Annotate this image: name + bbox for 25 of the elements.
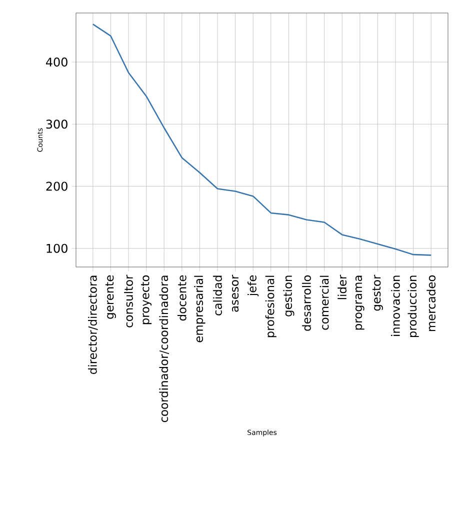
x-tick-label: programa bbox=[355, 276, 364, 330]
x-tick-label: consultor bbox=[124, 274, 133, 328]
x-tick-label: gerente bbox=[105, 275, 116, 319]
x-tick-label: comercial bbox=[320, 276, 329, 330]
x-tick-label: asesor bbox=[232, 274, 239, 312]
x-tick-label: coordinador/coordinadora bbox=[159, 276, 169, 422]
x-tick-label: director/directora bbox=[88, 276, 98, 374]
x-tick-label: empresarial bbox=[194, 276, 206, 342]
y-tick-label: 100 bbox=[46, 244, 68, 253]
x-tick-label: produccion bbox=[408, 276, 419, 338]
x-tick-label: docente bbox=[177, 275, 186, 321]
x-tick-label: desarrollo bbox=[302, 275, 311, 331]
y-tick-label: 400 bbox=[46, 58, 68, 67]
y-tick-label: 300 bbox=[46, 120, 68, 129]
x-tick-label: proyecto bbox=[141, 275, 152, 324]
x-tick-label: gestor bbox=[372, 274, 383, 311]
x-tick-label: innovacion bbox=[391, 276, 400, 336]
line-series bbox=[92, 24, 432, 256]
x-tick-label: jefe bbox=[248, 275, 259, 296]
x-tick-label: gestion bbox=[283, 276, 294, 316]
x-tick-label: lider bbox=[338, 274, 347, 300]
x-tick-label: profesional bbox=[265, 276, 276, 338]
y-tick-label: 200 bbox=[46, 182, 68, 191]
x-tick-label: calidad bbox=[213, 276, 222, 316]
x-tick-label: mercadeo bbox=[426, 275, 436, 332]
